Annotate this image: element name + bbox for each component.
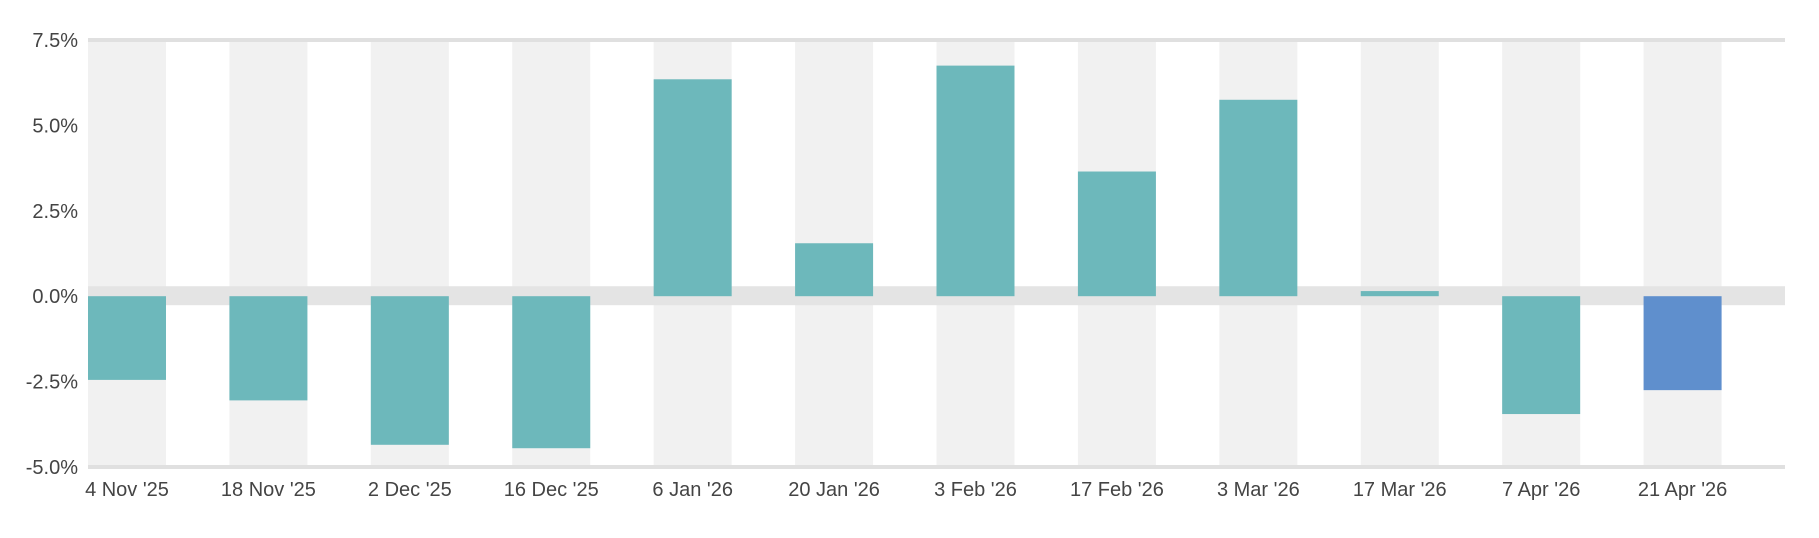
bar-10[interactable] xyxy=(1502,296,1581,415)
y-axis-ticks: 7.5% 5.0% 2.5% 0.0% -2.5% -5.0% xyxy=(26,30,78,479)
x-tick-label: 17 Feb '26 xyxy=(1070,479,1164,501)
bar-1[interactable] xyxy=(229,296,308,401)
category-band xyxy=(229,40,308,467)
y-tick-label: 0.0% xyxy=(32,286,78,308)
y-tick-label: -2.5% xyxy=(26,372,78,394)
category-band xyxy=(88,40,166,467)
y-tick-label: 5.0% xyxy=(32,115,78,137)
bar-11[interactable] xyxy=(1643,296,1722,391)
x-tick-label: 4 Nov '25 xyxy=(85,479,169,501)
bars xyxy=(88,65,1722,449)
x-tick-label: 3 Feb '26 xyxy=(934,479,1017,501)
bar-6[interactable] xyxy=(936,65,1015,297)
background-bands xyxy=(88,40,1722,467)
bar-5[interactable] xyxy=(795,243,874,297)
bar-3[interactable] xyxy=(512,296,591,449)
x-tick-label: 3 Mar '26 xyxy=(1217,479,1300,501)
bar-0[interactable] xyxy=(88,296,166,380)
bar-4[interactable] xyxy=(653,79,732,297)
y-tick-label: -5.0% xyxy=(26,457,78,479)
bar-7[interactable] xyxy=(1077,171,1156,297)
x-tick-label: 16 Dec '25 xyxy=(504,479,599,501)
bar-8[interactable] xyxy=(1219,99,1298,297)
x-axis-ticks: 4 Nov '25 18 Nov '25 2 Dec '25 16 Dec '25 6 … xyxy=(85,479,1727,501)
y-tick-label: 7.5% xyxy=(32,30,78,52)
x-tick-label: 20 Jan '26 xyxy=(788,479,880,501)
bar-2[interactable] xyxy=(370,296,449,445)
axis-lines xyxy=(88,38,1785,469)
category-band xyxy=(1643,40,1722,467)
x-tick-label: 18 Nov '25 xyxy=(221,479,316,501)
x-tick-label: 6 Jan '26 xyxy=(652,479,733,501)
bar-9[interactable] xyxy=(1360,291,1439,297)
y-tick-label: 2.5% xyxy=(32,201,78,223)
x-tick-label: 7 Apr '26 xyxy=(1502,479,1580,501)
x-tick-label: 2 Dec '25 xyxy=(368,479,452,501)
category-band xyxy=(1360,40,1439,467)
x-tick-label: 21 Apr '26 xyxy=(1638,479,1727,501)
x-tick-label: 17 Mar '26 xyxy=(1353,479,1447,501)
